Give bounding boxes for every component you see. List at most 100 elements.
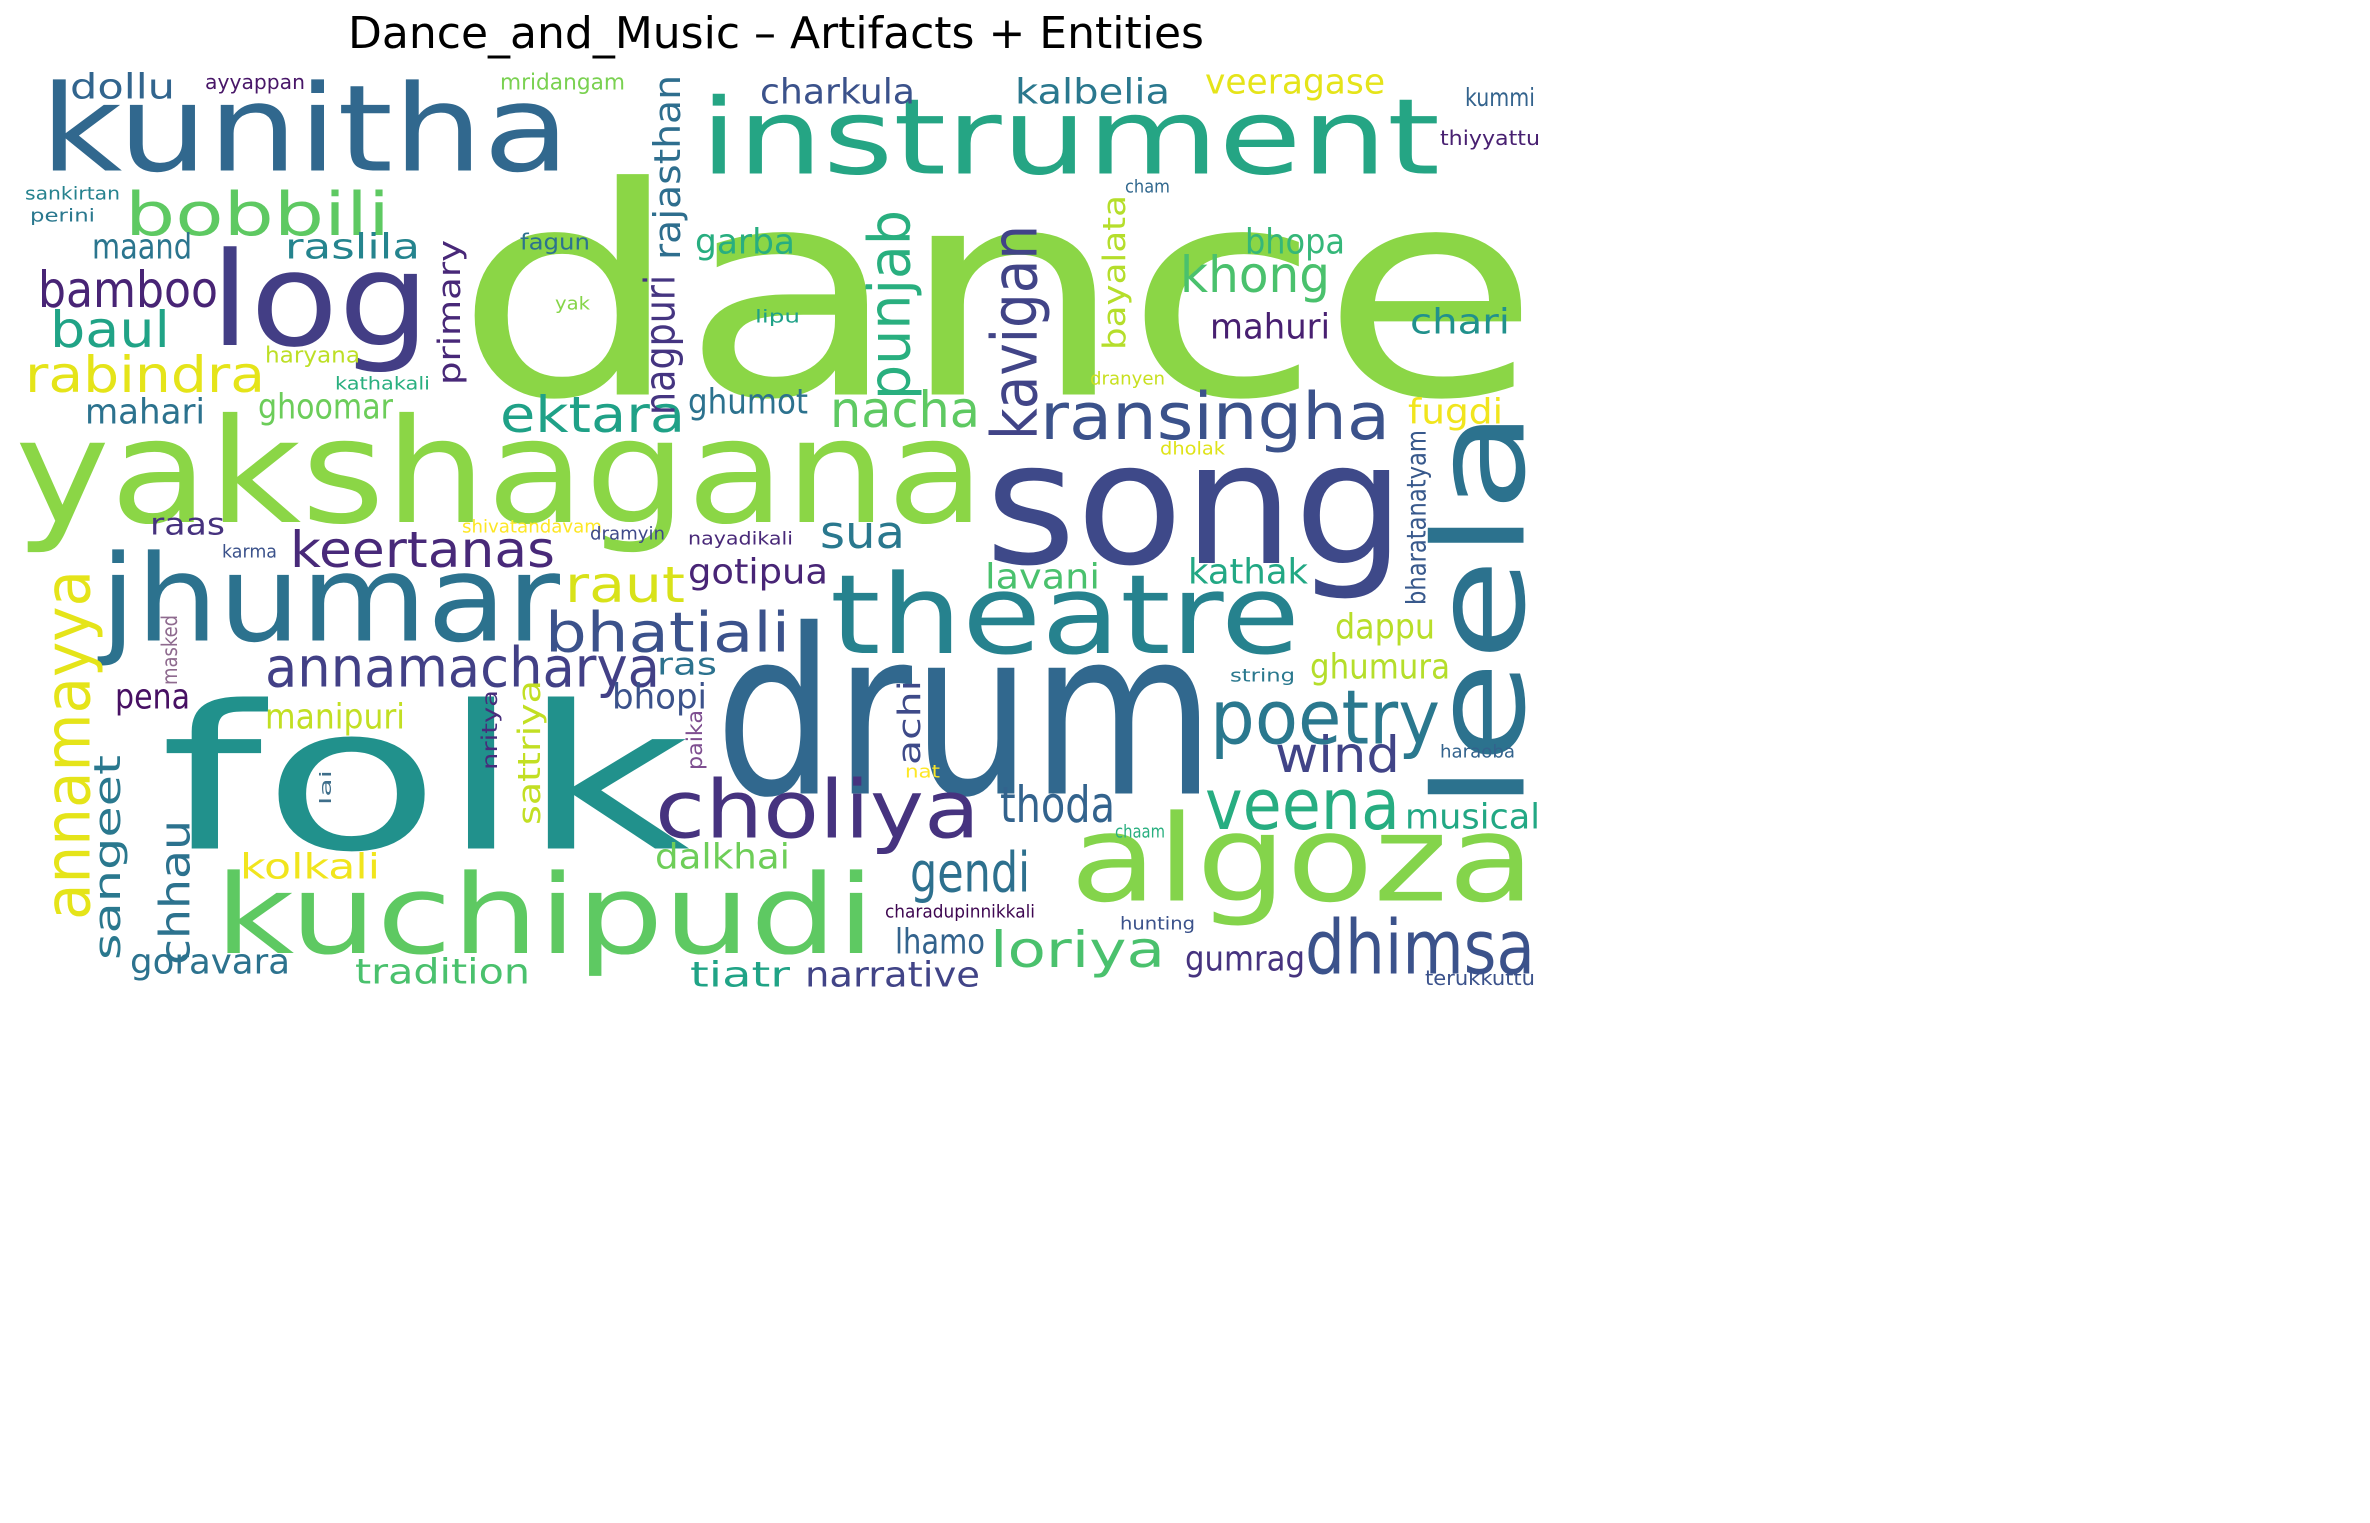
word-algoza: algoza <box>1070 791 1535 930</box>
word-hunting: hunting <box>1120 914 1195 935</box>
word-charadupinnikkali: charadupinnikkali <box>885 902 1035 923</box>
word-terukkuttu: terukkuttu <box>1425 966 1535 990</box>
word-drum: drum <box>715 582 1215 849</box>
word-bayalata: bayalata <box>1097 195 1133 350</box>
word-keertanas: keertanas <box>290 521 555 579</box>
word-bhopi: bhopi <box>612 678 707 718</box>
word-chari: chari <box>1410 303 1510 343</box>
word-masked: masked <box>158 615 182 685</box>
word-punjab: punjab <box>856 210 924 400</box>
word-yak: yak <box>555 294 591 315</box>
word-lhamo: lhamo <box>895 923 985 963</box>
word-bhopa: bhopa <box>1245 223 1345 263</box>
word-kolkali: kolkali <box>240 848 380 888</box>
word-narrative: narrative <box>805 956 980 996</box>
word-mahuri: mahuri <box>1210 308 1330 348</box>
word-paika: paika <box>683 710 707 770</box>
word-mridangam: mridangam <box>500 71 625 96</box>
word-nayadikali: nayadikali <box>688 529 793 550</box>
word-instrument: instrument <box>700 77 1440 199</box>
word-wind: wind <box>1275 726 1400 784</box>
word-nagpuri: nagpuri <box>636 275 685 415</box>
word-folk: folk <box>160 664 690 897</box>
word-annamayya: annamayya <box>32 570 105 920</box>
word-ransingha: ransingha <box>1040 380 1390 455</box>
word-dance: dance <box>455 127 1540 464</box>
word-manipuri: manipuri <box>265 698 405 738</box>
word-nritya: nritya <box>478 690 502 770</box>
word-dholak: dholak <box>1160 439 1226 460</box>
word-bamboo: bamboo <box>38 261 218 319</box>
word-fugdi: fugdi <box>1408 393 1503 433</box>
word-kuchipudi: kuchipudi <box>215 851 875 979</box>
word-rabindra: rabindra <box>25 346 265 404</box>
word-kalbelia: kalbelia <box>1015 73 1170 113</box>
word-loriya: loriya <box>990 921 1165 979</box>
word-goravara: goravara <box>130 943 290 983</box>
word-dramyin: dramyin <box>590 524 665 545</box>
word-perini: perini <box>30 206 95 227</box>
word-veeragase: veeragase <box>1205 63 1385 103</box>
word-kavigan: kavigan <box>979 225 1052 440</box>
word-theatre: theatre <box>830 551 1300 679</box>
word-leela: leela <box>1407 410 1553 810</box>
word-garba: garba <box>695 223 795 263</box>
word-log: log <box>210 224 430 376</box>
word-sattriya: sattriya <box>512 680 548 825</box>
word-thoda: thoda <box>1000 776 1115 834</box>
word-string: string <box>1230 666 1295 687</box>
word-gendi: gendi <box>910 841 1030 905</box>
word-ghumot: ghumot <box>688 383 808 423</box>
word-haryana: haryana <box>265 344 360 369</box>
word-fagun: fagun <box>520 231 590 256</box>
word-mahari: mahari <box>85 393 205 433</box>
word-poetry: poetry <box>1210 674 1440 762</box>
word-dappu: dappu <box>1335 608 1435 648</box>
word-maand: maand <box>92 228 192 268</box>
word-nacha: nacha <box>830 381 980 439</box>
word-khong: khong <box>1180 246 1330 304</box>
word-shivatandavam: shivatandavam <box>462 517 602 538</box>
word-dalkhai: dalkhai <box>655 838 790 878</box>
word-bobbili: bobbili <box>125 180 390 250</box>
word-gumrag: gumrag <box>1185 940 1305 980</box>
word-annamacharya: annamacharya <box>265 636 660 700</box>
word-raslila: raslila <box>285 228 420 268</box>
word-raas: raas <box>150 508 225 543</box>
word-dranyen: dranyen <box>1090 369 1165 390</box>
word-musical: musical <box>1405 798 1540 838</box>
word-kunitha: kunitha <box>40 61 570 200</box>
word-dollu: dollu <box>70 68 175 108</box>
word-bhatiali: bhatiali <box>545 601 790 665</box>
word-sankirtan: sankirtan <box>25 184 120 205</box>
word-primary: primary <box>432 240 468 385</box>
word-nat: nat <box>905 762 940 783</box>
word-tradition: tradition <box>355 953 530 993</box>
word-karma: karma <box>222 542 277 563</box>
word-veena: veena <box>1205 764 1400 846</box>
word-jhumar: jhumar <box>97 531 561 670</box>
word-ektara: ektara <box>500 386 685 444</box>
word-song: song <box>985 406 1405 604</box>
word-thiyyattu: thiyyattu <box>1440 126 1540 150</box>
word-lipu: lipu <box>755 307 800 328</box>
word-charkula: charkula <box>760 73 915 113</box>
word-pena: pena <box>115 678 190 718</box>
word-sangeet: sangeet <box>86 755 129 960</box>
word-achi: achi <box>892 680 928 765</box>
word-lai: lai <box>316 770 335 805</box>
word-gotipua: gotipua <box>688 553 828 593</box>
word-cham: cham <box>1125 177 1170 198</box>
word-haraoba: haraoba <box>1440 742 1515 763</box>
word-chaam: chaam <box>1115 822 1165 843</box>
word-baul: baul <box>50 301 170 359</box>
word-sua: sua <box>820 506 905 559</box>
word-bharatanatyam: bharatanatyam <box>1403 430 1433 605</box>
word-rajasthan: rajasthan <box>646 75 689 260</box>
word-tiatr: tiatr <box>690 956 791 996</box>
word-kathakali: kathakali <box>335 374 430 395</box>
word-ghumura: ghumura <box>1310 648 1450 688</box>
word-ghoomar: ghoomar <box>258 388 394 428</box>
word-kummi: kummi <box>1465 83 1535 112</box>
